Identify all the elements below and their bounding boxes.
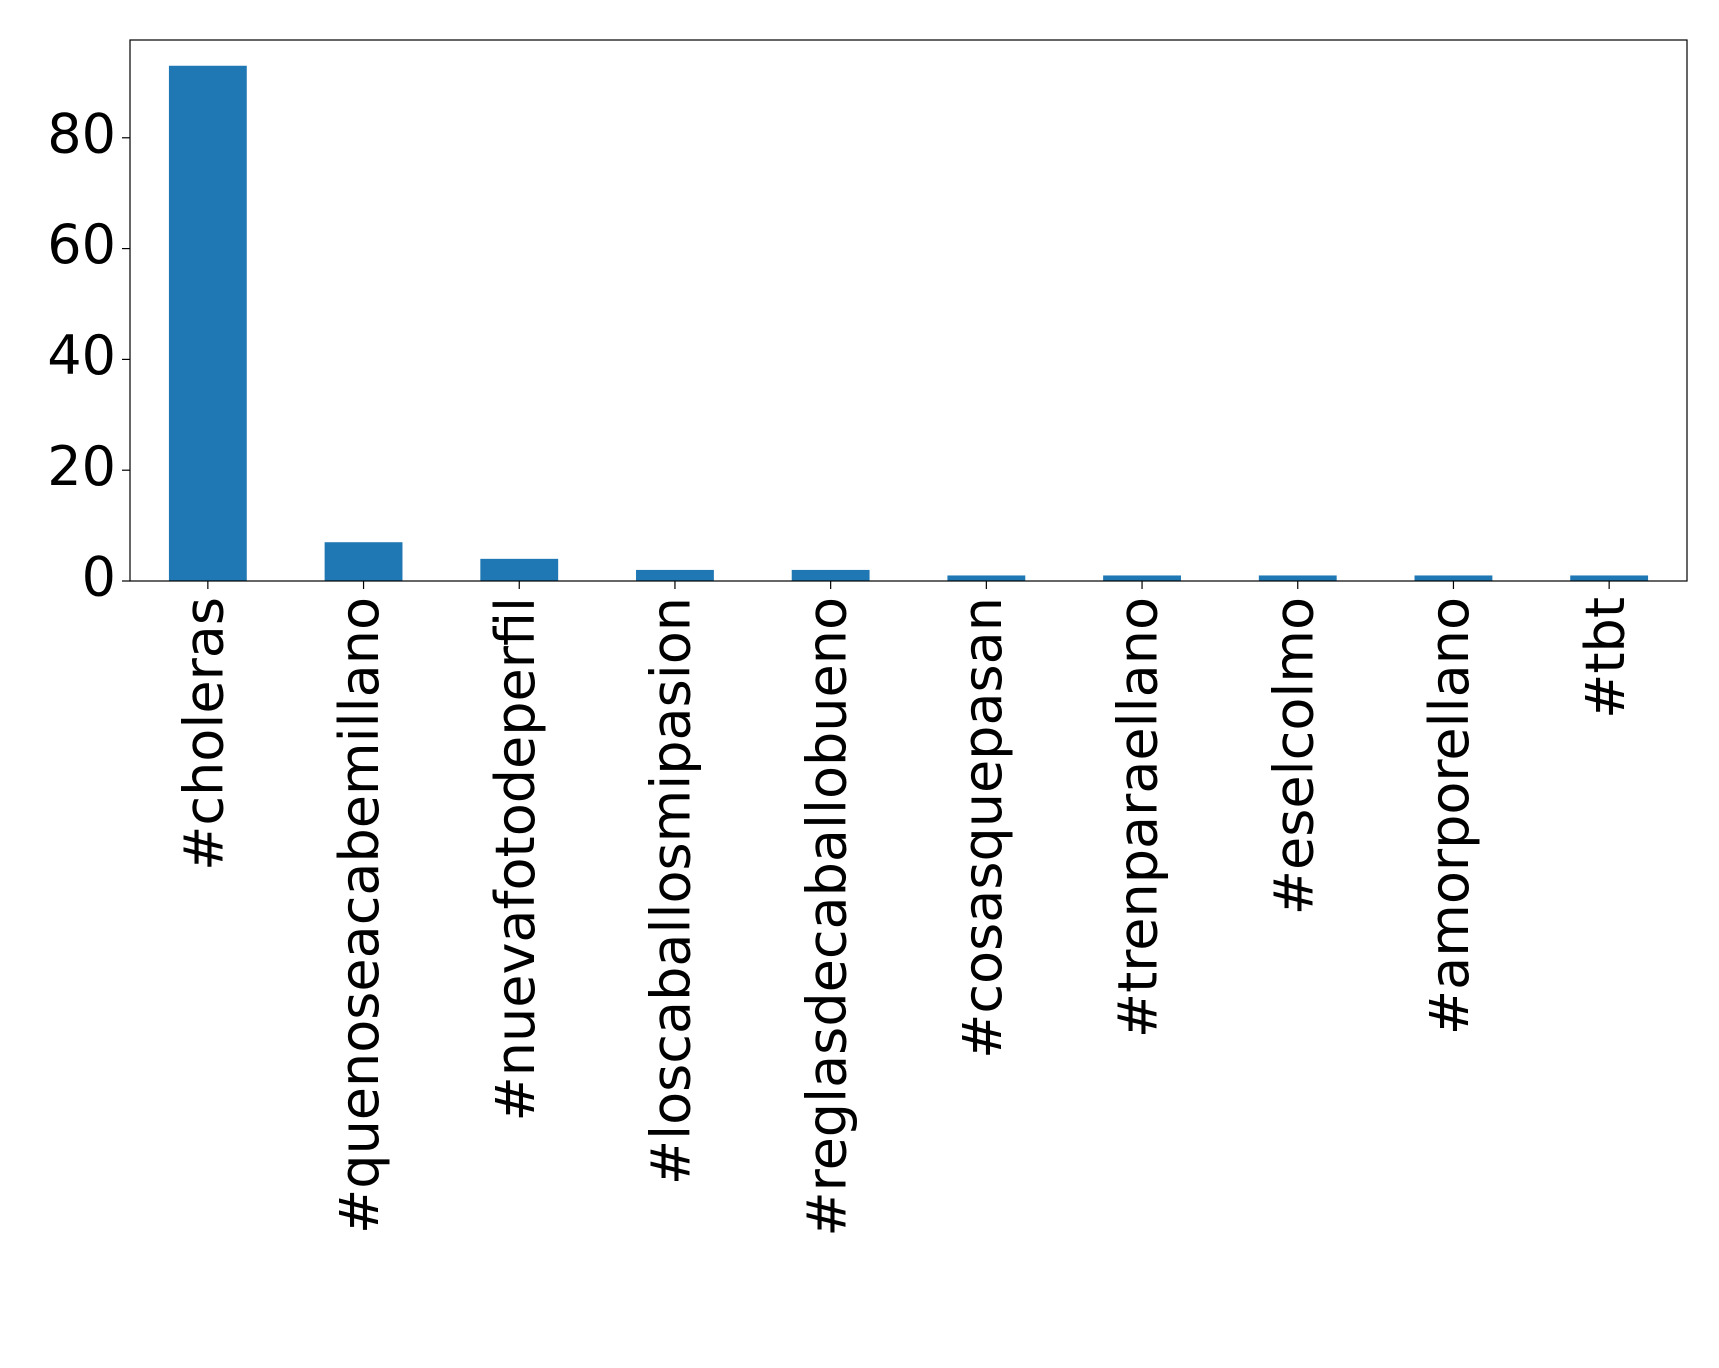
y-tick-label: 20 xyxy=(47,435,116,498)
x-tick-label: #nuevafotodeperfil xyxy=(484,597,547,1121)
x-tick-label: #trenparaellano xyxy=(1107,597,1170,1038)
x-tick-label: #eselcolmo xyxy=(1262,597,1325,915)
y-tick-label: 60 xyxy=(47,213,116,276)
y-tick-label: 0 xyxy=(82,546,116,609)
bar xyxy=(636,569,714,581)
bar xyxy=(1258,575,1337,581)
bar xyxy=(168,65,247,581)
bar xyxy=(1570,575,1649,581)
bar xyxy=(1414,575,1493,581)
bar xyxy=(324,542,403,581)
bar xyxy=(947,575,1026,581)
x-tick-label: #tbt xyxy=(1574,597,1637,719)
x-tick-label: #cosasquepasan xyxy=(951,597,1014,1059)
y-tick-label: 80 xyxy=(47,102,116,165)
x-tick-label: #loscaballosmipasion xyxy=(640,597,703,1185)
x-tick-label: #quenoseacabemillano xyxy=(328,597,391,1234)
plot-frame xyxy=(129,39,1688,582)
x-tick-label: #amorporellano xyxy=(1418,597,1481,1035)
bar xyxy=(480,558,559,581)
bar xyxy=(1103,575,1181,581)
y-tick-label: 40 xyxy=(47,324,116,387)
bar xyxy=(791,569,870,581)
x-tick-label: #choleras xyxy=(172,597,235,871)
x-tick-label: #reglasdecaballobueno xyxy=(795,597,858,1237)
